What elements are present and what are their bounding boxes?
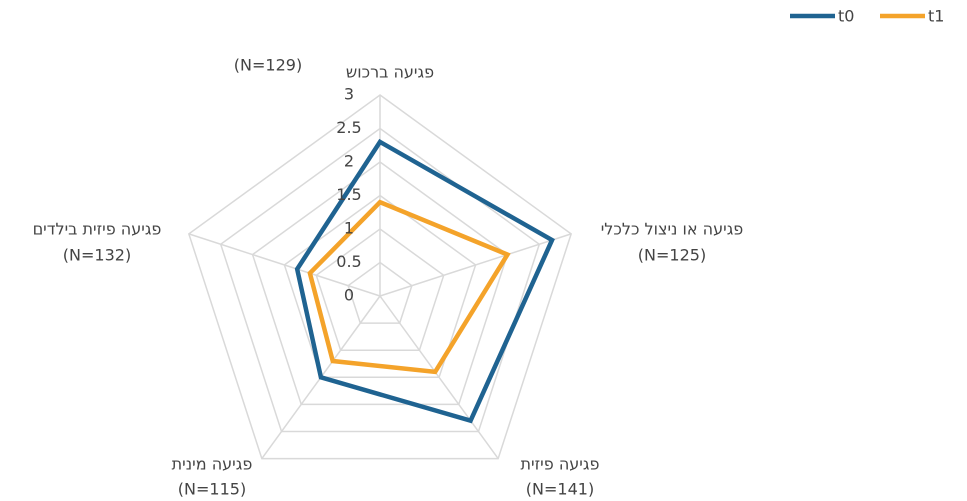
grid-ring: [315, 228, 445, 351]
category-label: פגיעה פיזית בילדים: [33, 220, 162, 239]
category-count: (N=132): [63, 246, 131, 265]
grid-ring: [219, 127, 541, 433]
category-count: (N=129): [234, 56, 302, 75]
series-line: [307, 199, 511, 375]
axis-tick-label: 1: [344, 219, 354, 238]
category-count: (N=141): [526, 480, 594, 499]
axis-tick-label: 2: [344, 152, 354, 171]
grid-ring: [283, 194, 477, 379]
spoke: [188, 233, 381, 297]
series-line: [294, 138, 555, 424]
axis-tick-label: 0: [344, 286, 354, 305]
axis-tick-label: 2.5: [336, 118, 361, 137]
spoke: [379, 295, 499, 460]
legend-label: t1: [928, 7, 944, 26]
axis-tick-label: 1.5: [336, 185, 361, 204]
spoke: [379, 233, 572, 297]
axis-tick-label: 3: [344, 85, 354, 104]
grid-ring: [347, 261, 413, 324]
category-count: (N=125): [638, 246, 706, 265]
category-label: פגיעה מינית: [172, 455, 253, 474]
category-label: פגיעה או ניצול כלכלי: [601, 220, 744, 239]
category-label: פגיעה ברכוש: [346, 63, 434, 82]
category-count: (N=115): [178, 480, 246, 499]
category-label: פגיעה פיזית: [521, 455, 600, 474]
grid-ring: [187, 94, 573, 460]
grid-ring: [251, 161, 509, 406]
legend-label: t0: [838, 7, 854, 26]
axis-tick-label: 0.5: [336, 252, 361, 271]
